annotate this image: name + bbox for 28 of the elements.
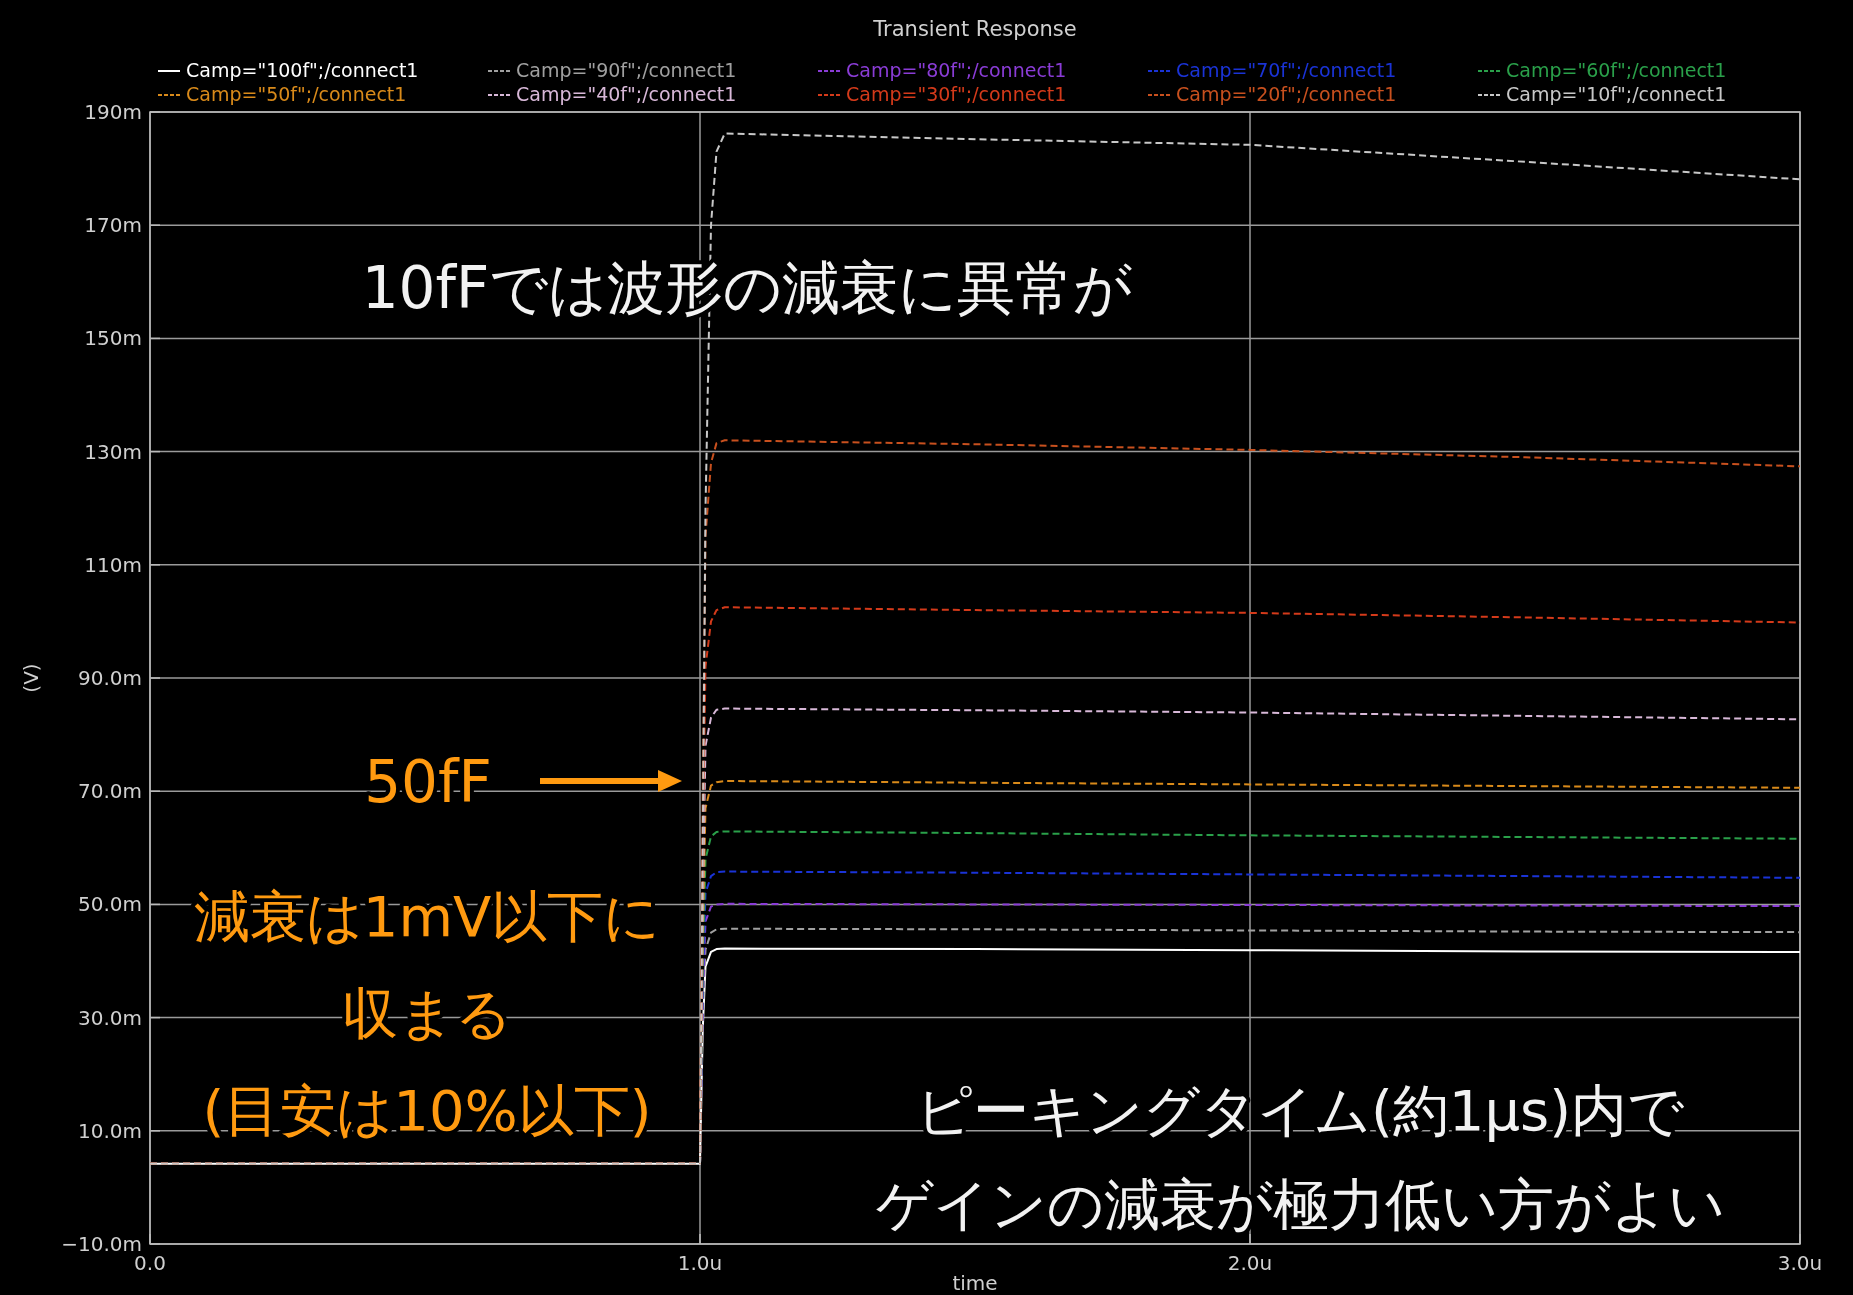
legend-label: Camp="70f";/connect1 [1176, 59, 1397, 81]
y-axis-title: (V) [19, 663, 43, 693]
y-tick-label: 130m [84, 439, 142, 464]
y-tick-label: 10.0m [77, 1118, 142, 1143]
legend-label: Camp="50f";/connect1 [186, 83, 407, 105]
x-axis-title: time [952, 1271, 998, 1295]
y-tick-label: 170m [84, 213, 142, 238]
y-tick-label: 30.0m [77, 1005, 142, 1030]
legend-label: Camp="100f";/connect1 [186, 59, 419, 81]
y-tick-label: 190m [84, 100, 142, 124]
x-tick-label: 1.0u [677, 1251, 723, 1275]
legend-label: Camp="40f";/connect1 [516, 83, 737, 105]
x-tick-label: 3.0u [1777, 1251, 1823, 1275]
legend-label: Camp="30f";/connect1 [846, 83, 1067, 105]
y-tick-label: 150m [84, 326, 142, 351]
y-tick-label: 50.0m [77, 892, 142, 917]
annotation: ピーキングタイム(約1μs)内でゲインの減衰が極力低い方がよい [875, 1078, 1725, 1237]
y-tick-label: 90.0m [77, 666, 142, 690]
legend-label: Camp="60f";/connect1 [1506, 59, 1727, 81]
y-tick-label: 70.0m [77, 779, 142, 804]
legend-label: Camp="90f";/connect1 [516, 59, 737, 81]
legend-label: Camp="20f";/connect1 [1176, 83, 1397, 105]
legend-label: Camp="80f";/connect1 [846, 59, 1067, 81]
annotation: 10fFでは波形の減衰に異常が [361, 254, 1133, 322]
x-tick-label: 2.0u [1227, 1251, 1273, 1275]
legend-label: Camp="10f";/connect1 [1506, 83, 1727, 105]
chart-title: Transient Response [872, 17, 1077, 41]
y-tick-label: 110m [84, 552, 142, 577]
